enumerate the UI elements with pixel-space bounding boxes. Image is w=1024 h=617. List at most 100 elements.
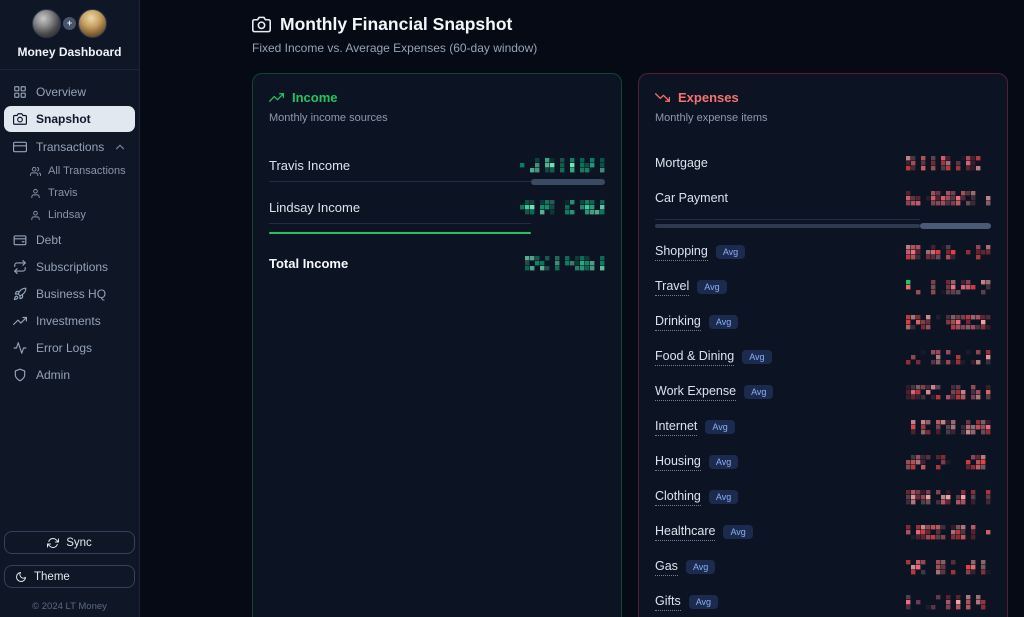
divider-line — [655, 219, 921, 220]
expense-row-label[interactable]: Healthcare — [655, 524, 716, 541]
redacted-value — [906, 244, 991, 259]
expense-row-label[interactable]: Gas — [655, 559, 678, 576]
sidebar-item-debt[interactable]: Debt — [4, 226, 135, 253]
sidebar-item-investments[interactable]: Investments — [4, 307, 135, 334]
trending-down-icon — [655, 90, 670, 105]
page-subtitle: Fixed Income vs. Average Expenses (60-da… — [252, 41, 538, 55]
wallet-icon — [13, 234, 27, 245]
redacted-value — [520, 199, 605, 214]
sync-button[interactable]: Sync — [4, 531, 135, 554]
sidebar-footer: Sync Theme © 2024 LT Money — [0, 531, 139, 617]
expense-row: Clothing Avg — [655, 486, 991, 508]
sidebar-item-error-logs[interactable]: Error Logs — [4, 334, 135, 361]
expense-row: Internet Avg — [655, 416, 991, 438]
page-header: Monthly Financial Snapshot Fixed Income … — [252, 14, 1008, 55]
income-row: Lindsay Income — [269, 194, 605, 220]
expenses-card: Expenses Monthly expense items Mortgage C… — [638, 73, 1008, 617]
income-row-label: Total Income — [269, 255, 349, 271]
sidebar-subitem-label: Travis — [48, 187, 78, 199]
redacted-value — [911, 419, 991, 434]
scrollbar-track — [655, 224, 921, 228]
avg-badge: Avg — [708, 490, 739, 504]
expense-row-label[interactable]: Gifts — [655, 594, 681, 611]
expense-row: Shopping Avg — [655, 241, 991, 263]
sidebar-item-admin[interactable]: Admin — [4, 361, 135, 388]
cards-container: Income Monthly income sources Travis Inc… — [252, 73, 1008, 617]
redacted-value — [906, 559, 991, 574]
main-content: Monthly Financial Snapshot Fixed Income … — [140, 0, 1024, 617]
sidebar-item-transactions[interactable]: Transactions — [4, 133, 135, 160]
expense-row: Mortgage — [655, 152, 991, 174]
sidebar-item-overview[interactable]: Overview — [4, 78, 135, 105]
user-icon — [31, 188, 40, 198]
avg-badge: Avg — [744, 385, 774, 399]
expense-row-label[interactable]: Food & Dining — [655, 349, 735, 366]
redacted-value — [906, 594, 986, 609]
sidebar-subitem-label: All Transactions — [48, 165, 126, 177]
user-icon — [31, 210, 40, 220]
avg-badge: Avg — [715, 245, 746, 259]
shield-icon — [14, 368, 26, 381]
redacted-value — [906, 384, 991, 399]
sidebar-header: + Money Dashboard — [0, 0, 139, 70]
divider-line — [269, 181, 532, 182]
scrollbar-thumb[interactable] — [920, 223, 991, 229]
income-row: Total Income — [269, 250, 605, 276]
expense-row-label[interactable]: Internet — [655, 419, 698, 436]
trending-up-icon — [269, 93, 284, 102]
redacted-value — [906, 279, 991, 294]
expense-row-label[interactable]: Drinking — [655, 314, 701, 331]
avg-badge: Avg — [708, 455, 739, 469]
camera-icon — [252, 15, 271, 34]
sidebar-subitem-travis[interactable]: Travis — [4, 182, 135, 204]
redacted-value — [906, 489, 991, 504]
redacted-value — [906, 190, 991, 205]
horizontal-scrollbar — [655, 219, 991, 229]
avg-badge: Avg — [705, 420, 735, 434]
sidebar-subitem-label: Lindsay — [48, 209, 86, 221]
income-card: Income Monthly income sources Travis Inc… — [252, 73, 622, 617]
expense-row-label[interactable]: Work Expense — [655, 384, 737, 401]
theme-button[interactable]: Theme — [4, 565, 135, 588]
expense-row: Gas Avg — [655, 556, 991, 578]
copyright-text: © 2024 LT Money — [32, 601, 107, 612]
expense-row-label[interactable]: Shopping — [655, 244, 708, 261]
sidebar-item-snapshot[interactable]: Snapshot — [4, 106, 135, 132]
sidebar-item-label: Investments — [36, 313, 101, 328]
refresh-icon — [47, 537, 60, 549]
sidebar: + Money Dashboard Overview Snapshot Transa… — [0, 0, 140, 617]
avatar-lindsay — [78, 9, 107, 38]
expense-row: Housing Avg — [655, 451, 991, 473]
income-row-label: Lindsay Income — [269, 199, 361, 215]
sidebar-item-business-hq[interactable]: Business HQ — [4, 280, 135, 307]
expense-row-label[interactable]: Clothing — [655, 489, 701, 506]
sidebar-item-subscriptions[interactable]: Subscriptions — [4, 253, 135, 280]
divider-line — [269, 223, 532, 224]
expense-row: Work Expense Avg — [655, 381, 991, 403]
expense-row-label: Mortgage — [655, 156, 708, 170]
expense-row: Travel Avg — [655, 276, 991, 298]
scrollbar-thumb[interactable] — [531, 179, 605, 185]
active-underline — [269, 232, 532, 234]
sidebar-subitem-all-transactions[interactable]: All Transactions — [4, 160, 135, 182]
row-divider-scrollbar — [269, 178, 605, 185]
redacted-value — [525, 255, 605, 270]
sidebar-nav: Overview Snapshot Transactions All Transact… — [0, 70, 139, 388]
sidebar-item-label: Debt — [36, 232, 62, 247]
income-card-subtitle: Monthly income sources — [269, 112, 388, 124]
redacted-value — [906, 314, 991, 329]
users-icon — [30, 166, 41, 176]
avatar-travis — [32, 9, 61, 38]
expense-row: Gifts Avg — [655, 591, 991, 613]
expense-row-label[interactable]: Travel — [655, 279, 690, 296]
moon-icon — [15, 571, 27, 583]
expenses-card-subtitle: Monthly expense items — [655, 112, 768, 124]
sidebar-item-label: Transactions — [36, 139, 105, 154]
expense-row-label[interactable]: Housing — [655, 454, 701, 471]
redacted-value — [906, 155, 981, 170]
sidebar-subitem-lindsay[interactable]: Lindsay — [4, 204, 135, 226]
repeat-icon — [14, 259, 26, 274]
expense-row: Car Payment — [655, 187, 991, 209]
avg-badge: Avg — [723, 525, 753, 539]
camera-icon — [13, 113, 27, 125]
